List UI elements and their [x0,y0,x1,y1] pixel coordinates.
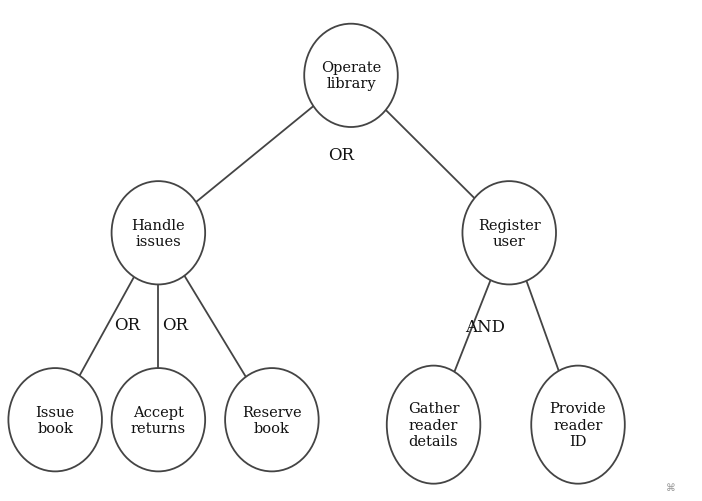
Ellipse shape [531,366,625,484]
Ellipse shape [463,182,556,285]
Ellipse shape [112,182,205,285]
Text: OR: OR [163,317,189,334]
Text: Provide
reader
ID: Provide reader ID [550,402,607,448]
Text: Accept
returns: Accept returns [131,405,186,435]
Ellipse shape [8,368,102,471]
Text: Handle
issues: Handle issues [131,218,185,248]
Text: Register
user: Register user [478,218,541,248]
Ellipse shape [112,368,205,471]
Text: Operate
library: Operate library [321,61,381,91]
Ellipse shape [225,368,319,471]
Text: OR: OR [114,317,140,334]
Text: AND: AND [465,318,505,335]
Ellipse shape [387,366,480,484]
Text: OR: OR [328,146,354,163]
Text: Issue
book: Issue book [36,405,74,435]
Text: ⌘: ⌘ [666,482,676,492]
Text: Gather
reader
details: Gather reader details [408,402,459,448]
Text: Reserve
book: Reserve book [242,405,302,435]
Ellipse shape [304,25,398,128]
